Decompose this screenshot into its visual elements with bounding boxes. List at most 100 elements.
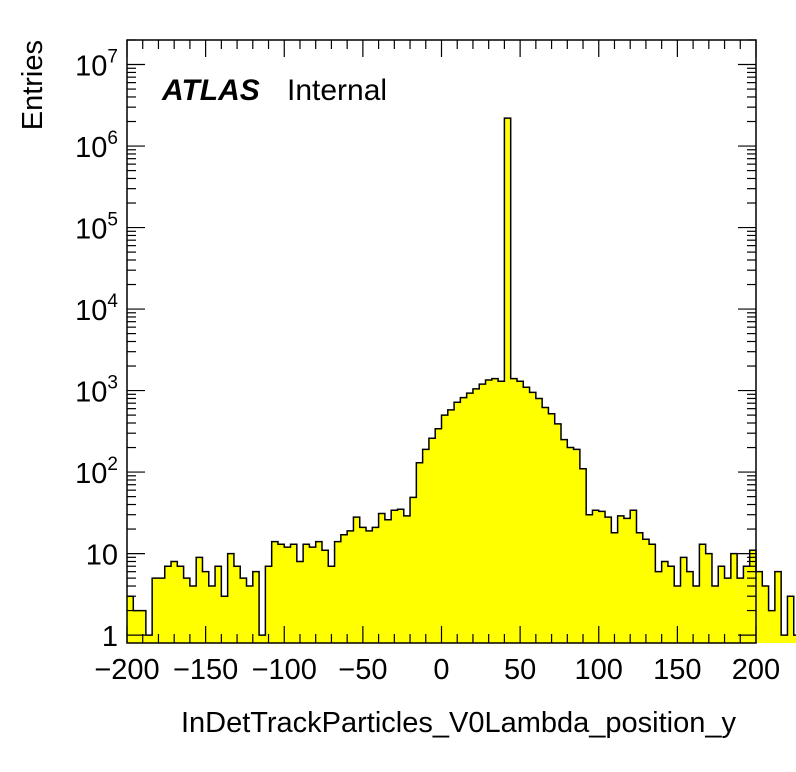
histogram-bin xyxy=(516,381,524,643)
histogram-bin xyxy=(384,519,392,643)
histogram-bin xyxy=(680,557,688,643)
histogram-bin xyxy=(756,571,763,643)
histogram-bin xyxy=(743,566,751,643)
histogram-bin xyxy=(215,566,222,643)
y-axis-ticks xyxy=(127,39,756,636)
y-tick-label: 1 xyxy=(102,621,118,653)
histogram-bin xyxy=(586,514,593,643)
histogram-bin xyxy=(561,439,568,643)
histogram-bin xyxy=(611,532,618,643)
histogram-bin xyxy=(642,539,650,643)
x-tick-label: 100 xyxy=(575,654,623,686)
histogram-bin xyxy=(233,566,241,643)
y-tick-label: 103 xyxy=(75,373,118,409)
histogram-bin xyxy=(787,596,795,643)
histogram-bin xyxy=(491,378,499,643)
histogram-bin xyxy=(127,596,134,643)
atlas-label: ATLAS xyxy=(161,74,260,107)
histogram-bin xyxy=(202,571,210,643)
y-tick-label: 104 xyxy=(75,291,118,327)
x-axis-label: InDetTrackParticles_V0Lambda_position_y xyxy=(181,707,737,739)
x-tick-label: 150 xyxy=(653,654,701,686)
histogram-bin xyxy=(309,547,316,643)
histogram-bin xyxy=(265,566,272,643)
internal-label: Internal xyxy=(287,74,387,107)
y-axis-tick-labels: 1 10 102 103 104 105 106 107 xyxy=(75,47,118,654)
histogram-bin xyxy=(523,387,530,643)
y-tick-label: 102 xyxy=(75,454,118,490)
histogram-bin xyxy=(636,532,644,643)
histogram-bin xyxy=(674,586,681,643)
histogram-bin xyxy=(196,557,203,643)
histogram-bin xyxy=(649,544,656,643)
histogram-bin xyxy=(774,571,782,643)
histogram-bin xyxy=(158,578,166,643)
y-tick-label: 107 xyxy=(75,47,118,83)
histogram-bin xyxy=(711,586,719,643)
histogram-bin xyxy=(328,566,335,643)
histogram-bin xyxy=(240,578,247,643)
histogram-bin xyxy=(592,510,600,643)
histogram-bin xyxy=(277,544,285,643)
histogram-bin xyxy=(372,527,379,643)
histogram-bin xyxy=(718,566,725,643)
x-axis-ticks xyxy=(126,40,757,643)
x-tick-label: 200 xyxy=(732,654,780,686)
histogram-bin xyxy=(353,517,361,643)
histogram-bin xyxy=(378,513,386,643)
x-tick-label: −50 xyxy=(338,654,387,686)
histogram-bin xyxy=(152,578,159,643)
histogram-outline xyxy=(127,117,796,636)
histogram-bin xyxy=(724,578,732,643)
histogram-bin xyxy=(403,515,411,643)
histogram-bin xyxy=(391,510,398,643)
x-tick-label: 50 xyxy=(504,654,536,686)
histogram-bin xyxy=(781,635,788,643)
histogram-bin xyxy=(366,530,373,643)
histogram-bars xyxy=(127,118,796,643)
histogram-bin xyxy=(139,610,147,643)
histogram-bin xyxy=(535,398,543,643)
histogram-bin xyxy=(693,586,700,643)
histogram-bin xyxy=(435,428,442,643)
histogram-bin xyxy=(605,517,612,643)
histogram-bin xyxy=(454,402,461,643)
histogram-bin xyxy=(303,544,310,643)
histogram-bin xyxy=(447,409,455,643)
x-tick-label: −200 xyxy=(94,654,159,686)
x-axis-tick-labels: −200 −150 −100 −50 0 50 100 150 200 xyxy=(94,654,780,686)
histogram-bin xyxy=(573,449,581,643)
histogram-bin xyxy=(667,566,675,643)
histogram-bin xyxy=(542,407,549,643)
histogram-bin xyxy=(554,423,562,643)
histogram-bin xyxy=(422,449,430,643)
histogram-bin xyxy=(768,610,776,643)
histogram-bin xyxy=(686,571,694,643)
histogram-bin xyxy=(617,515,625,643)
histogram-bin xyxy=(529,392,537,643)
histogram-bin xyxy=(504,118,511,643)
histogram-bin xyxy=(259,635,266,643)
histogram-bin xyxy=(208,586,216,643)
histogram-bin xyxy=(579,468,587,643)
histogram-bin xyxy=(548,413,556,643)
x-tick-label: −100 xyxy=(252,654,317,686)
histogram-bin xyxy=(334,541,342,643)
histogram-bin xyxy=(416,462,423,643)
y-tick-label: 105 xyxy=(75,210,118,246)
histogram-bin xyxy=(189,586,197,643)
histogram-bin xyxy=(598,511,606,643)
histogram-bin xyxy=(321,550,329,643)
y-tick-label: 10 xyxy=(86,540,118,572)
histogram-bin xyxy=(630,510,637,643)
histogram-bin xyxy=(347,530,354,643)
histogram-bin xyxy=(221,596,228,643)
histogram-bin xyxy=(271,541,279,643)
y-axis-label: Entries xyxy=(17,40,49,130)
histogram-bin xyxy=(171,561,178,643)
histogram-bin xyxy=(498,381,505,643)
histogram-bin xyxy=(410,497,417,643)
histogram-bin xyxy=(623,518,631,643)
histogram-bin xyxy=(762,586,769,643)
